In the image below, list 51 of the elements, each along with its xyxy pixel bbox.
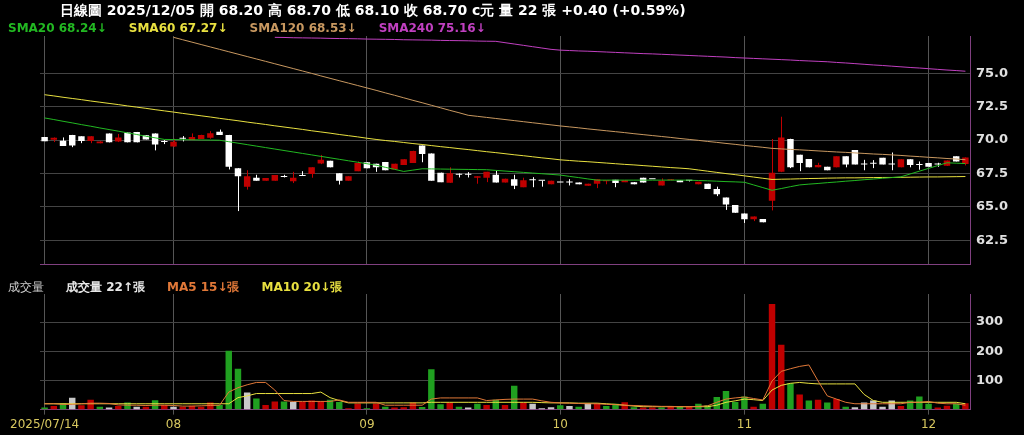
- series-label: SMA120 68.53↓: [249, 21, 357, 35]
- bar: [428, 369, 435, 410]
- bar: [925, 403, 932, 410]
- x-tick-label: 12: [920, 416, 937, 431]
- text: MA10 20↓張: [261, 279, 343, 296]
- y-tick-label: 65.0: [976, 198, 1009, 214]
- y-tick-label: 67.5: [976, 164, 1009, 180]
- bar: [796, 394, 803, 410]
- y-tick-label: 72.5: [976, 98, 1009, 114]
- bar: [566, 406, 573, 410]
- bar: [520, 402, 527, 410]
- bar: [271, 401, 279, 410]
- candlestick: [529, 176, 536, 188]
- bar: [280, 401, 288, 410]
- legend-title: 成交量: [8, 279, 44, 296]
- y-tick-label: 62.5: [976, 231, 1009, 247]
- bar: [262, 404, 269, 410]
- bar: [603, 406, 610, 410]
- candlestick: [538, 179, 546, 188]
- bar: [916, 396, 923, 410]
- bar: [78, 405, 85, 410]
- y-tick-label: 300: [976, 313, 1004, 329]
- y-tick-label: 70.0: [976, 131, 1009, 147]
- text: SMA60 67.27↓: [128, 21, 228, 35]
- text: SMA20 68.24↓: [8, 21, 107, 35]
- candlestick: [234, 167, 242, 212]
- x-tick-label: 08: [165, 416, 182, 431]
- bar: [400, 407, 407, 410]
- bar: [529, 403, 536, 410]
- bar: [787, 383, 794, 410]
- chart-title: 日線圖 2025/12/05 開 68.20 高 68.70 低 68.10 收 68.70 c元 量 22 張 +0.40 (+0.59%): [59, 1, 687, 20]
- candlestick: [243, 169, 251, 191]
- x-tick-label: 2025/07/14: [10, 416, 80, 431]
- bar: [824, 402, 831, 410]
- y-tick-label: 75.0: [976, 64, 1009, 80]
- bar: [437, 404, 444, 410]
- bar: [299, 402, 306, 410]
- x-tick-label: 10: [552, 416, 568, 431]
- bar: [483, 404, 490, 410]
- bar: [474, 403, 481, 410]
- text: 成交量 22↑張: [66, 279, 145, 296]
- y-tick-label: 200: [976, 342, 1004, 358]
- x-tick-label: 09: [359, 416, 375, 431]
- text: MA5 15↓張: [166, 279, 240, 296]
- candlestick: [916, 160, 923, 171]
- candlestick: [860, 159, 868, 171]
- bar: [253, 398, 260, 410]
- bar: [833, 399, 840, 410]
- series-label: SMA240 75.16↓: [378, 21, 486, 35]
- y-tick-label: 100: [976, 371, 1004, 387]
- x-tick-label: 11: [736, 416, 753, 431]
